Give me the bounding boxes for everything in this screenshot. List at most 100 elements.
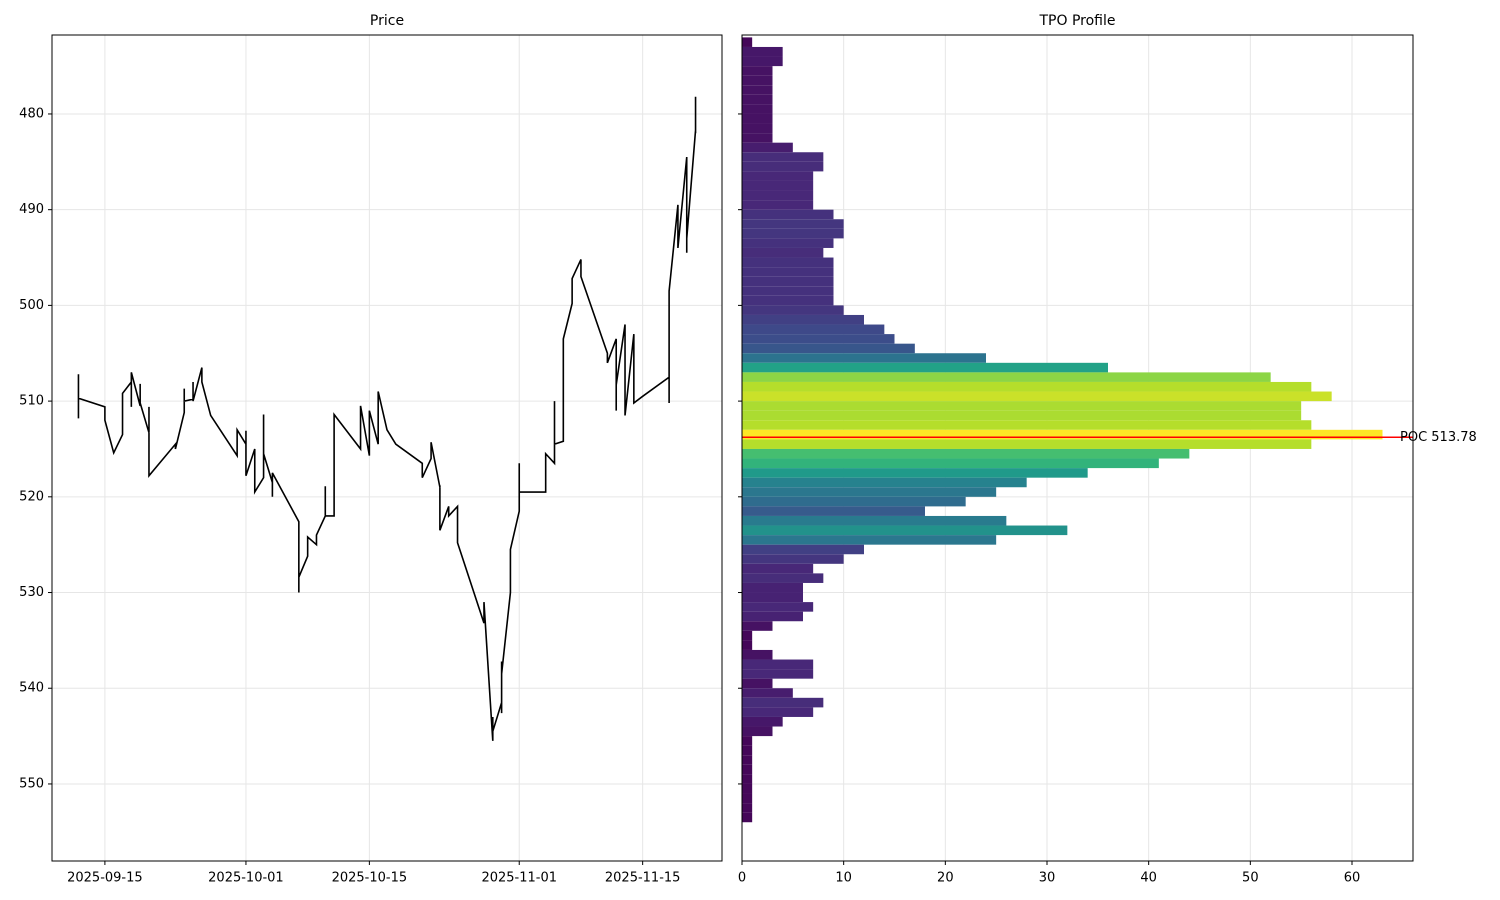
tpo-bar xyxy=(742,219,844,229)
tpo-bar xyxy=(742,343,915,354)
tpo-bar xyxy=(742,334,895,344)
y-tick-label: 500 xyxy=(19,298,44,313)
y-tick-label: 540 xyxy=(19,681,44,696)
panel-title: Price xyxy=(370,13,404,29)
tpo-bar xyxy=(742,649,773,660)
tpo-bar xyxy=(742,85,773,95)
tpo-bar xyxy=(742,133,773,143)
tpo-bar xyxy=(742,372,1271,382)
panel-title: TPO Profile xyxy=(1039,13,1116,29)
tpo-bar xyxy=(742,468,1088,478)
axes-frame xyxy=(51,34,723,862)
tpo-bar xyxy=(742,745,753,756)
tpo-bar xyxy=(742,659,814,670)
tpo-bar xyxy=(742,247,824,258)
x-tick-label: 2025-11-01 xyxy=(481,871,557,886)
tpo-bar xyxy=(742,362,1108,373)
tpo-bar xyxy=(742,640,753,650)
x-tick-label: 40 xyxy=(1140,871,1157,886)
axes-frame xyxy=(741,34,1414,862)
x-tick-label: 60 xyxy=(1344,871,1361,886)
tpo-bar xyxy=(742,448,1190,459)
y-tick-label: 490 xyxy=(19,202,44,217)
tpo-bar xyxy=(742,496,966,507)
tpo-bar xyxy=(742,439,1312,449)
tpo-bar xyxy=(742,602,814,612)
tpo-bar xyxy=(742,152,824,162)
tpo-bar xyxy=(742,353,986,363)
tpo-bar xyxy=(742,678,773,689)
tpo-bar xyxy=(742,267,834,277)
price-line xyxy=(77,96,697,741)
tpo-bar xyxy=(742,554,844,564)
tpo-bar xyxy=(742,257,834,268)
tpo-bar xyxy=(742,707,814,717)
tpo-bar xyxy=(742,592,803,603)
tpo-bar xyxy=(742,75,773,86)
tpo-bar xyxy=(742,190,814,201)
tpo-bar xyxy=(742,621,773,631)
tpo-bar xyxy=(742,113,773,124)
tpo-bar xyxy=(742,200,814,210)
x-tick-label: 30 xyxy=(1039,871,1056,886)
tpo-bar xyxy=(742,764,753,775)
tpo-bar xyxy=(742,401,1302,411)
x-tick-label: 10 xyxy=(835,871,852,886)
x-tick-label: 2025-09-15 xyxy=(67,871,143,886)
y-tick-label: 510 xyxy=(19,394,44,409)
tpo-bar xyxy=(742,535,997,545)
tpo-bar xyxy=(742,477,1027,488)
tpo-bar xyxy=(742,458,1159,469)
poc-label: POC 513.78 xyxy=(1400,430,1477,445)
tpo-bar xyxy=(742,142,793,153)
tpo-bar xyxy=(742,314,864,325)
tpo-bar xyxy=(742,793,753,804)
x-tick-label: 50 xyxy=(1242,871,1259,886)
tpo-bar xyxy=(742,209,834,220)
tpo-bar xyxy=(742,573,824,583)
tpo-bar xyxy=(742,324,885,335)
tpo-bar xyxy=(742,56,783,67)
tpo-bar xyxy=(742,381,1312,392)
tpo-bar xyxy=(742,171,814,181)
tpo-bar xyxy=(742,123,773,134)
tpo-bar xyxy=(742,611,803,622)
tpo-bar xyxy=(742,506,925,516)
x-tick-label: 20 xyxy=(937,871,954,886)
tpo-bar xyxy=(742,669,814,679)
tpo-bar xyxy=(742,94,773,105)
tpo-bar xyxy=(742,420,1312,430)
tpo-bar xyxy=(742,161,824,172)
tpo-bar xyxy=(742,755,753,765)
tpo-bar xyxy=(742,803,753,813)
tpo-bar xyxy=(742,238,834,248)
tpo-bar xyxy=(742,305,844,315)
tpo-bar xyxy=(742,697,824,708)
tpo-bar xyxy=(742,104,773,114)
tpo-bar xyxy=(742,544,864,555)
tpo-bar xyxy=(742,582,803,593)
tpo-bar xyxy=(742,525,1068,536)
x-tick-label: 2025-11-15 xyxy=(605,871,681,886)
tpo-bar xyxy=(742,515,1007,526)
tpo-bar xyxy=(742,410,1302,421)
tpo-bar xyxy=(742,688,793,698)
tpo-bar xyxy=(742,716,783,727)
y-tick-label: 520 xyxy=(19,489,44,504)
tpo-bar xyxy=(742,37,753,47)
tpo-bar xyxy=(742,736,753,746)
tpo-bar xyxy=(742,228,844,239)
tpo-bar xyxy=(742,812,753,823)
x-tick-label: 0 xyxy=(738,871,746,886)
tpo-bar xyxy=(742,429,1383,440)
tpo-bar xyxy=(742,46,783,57)
tpo-bar xyxy=(742,487,997,497)
x-tick-label: 2025-10-01 xyxy=(208,871,284,886)
tpo-bar xyxy=(742,66,773,76)
tpo-bar xyxy=(742,630,753,641)
tpo-bar xyxy=(742,726,773,737)
tpo-bar xyxy=(742,783,753,794)
y-tick-label: 550 xyxy=(19,776,44,791)
tpo-bar xyxy=(742,286,834,296)
